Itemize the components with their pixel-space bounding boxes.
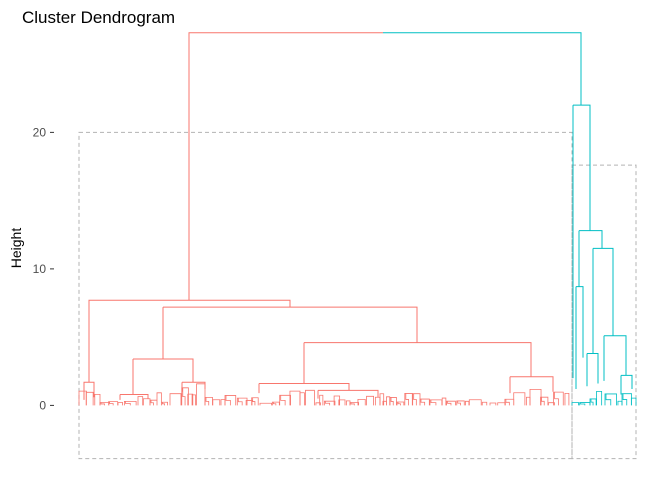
y-axis-label: Height (8, 228, 24, 269)
chart-title: Cluster Dendrogram (22, 8, 175, 27)
merge-link (133, 358, 194, 383)
leaf-cluster (169, 383, 206, 406)
leaf-cluster (529, 388, 570, 406)
merge-link (304, 342, 532, 377)
merge-link (572, 104, 591, 379)
merge-link (317, 389, 379, 399)
y-tick-label: 10 (33, 262, 47, 276)
leaf-cluster (379, 393, 421, 406)
merge-link (509, 376, 554, 394)
merge-link (603, 335, 627, 381)
merge-link (181, 381, 206, 392)
leaf-cluster (117, 396, 151, 406)
merge-link (88, 299, 291, 383)
leaf-cluster (299, 389, 351, 406)
root-link-left (188, 32, 383, 301)
leaf-cluster (349, 395, 381, 406)
y-axis: 0 10 20 (33, 125, 54, 412)
merge-link (119, 393, 149, 400)
leaf-cluster (621, 393, 637, 406)
cluster-box-2 (571, 164, 637, 460)
merge-link (586, 353, 599, 387)
merge-link (258, 383, 350, 394)
leaf-cluster (489, 392, 531, 406)
cluster-box-1 (78, 131, 573, 460)
leaf-cluster (99, 401, 119, 406)
leaf-cluster (224, 395, 259, 406)
merge-link (620, 374, 633, 395)
y-tick-label: 20 (33, 125, 47, 139)
leaf-cluster (589, 390, 603, 406)
leaf-cluster (419, 397, 488, 406)
leaf-cluster (259, 390, 301, 406)
leaf-cluster (78, 390, 101, 406)
y-tick-label: 0 (39, 398, 46, 412)
leaf-cluster (571, 402, 591, 406)
merge-link (163, 306, 418, 343)
leaf-cluster (604, 393, 623, 406)
leaf-cluster (204, 396, 226, 406)
root-link-right (383, 32, 582, 106)
merge-link (575, 286, 584, 390)
leaf-cluster (149, 392, 168, 406)
dendrogram-tree (78, 32, 637, 406)
merge-link (578, 230, 603, 287)
cluster-cut-boxes (78, 131, 637, 460)
merge-link (592, 247, 614, 354)
